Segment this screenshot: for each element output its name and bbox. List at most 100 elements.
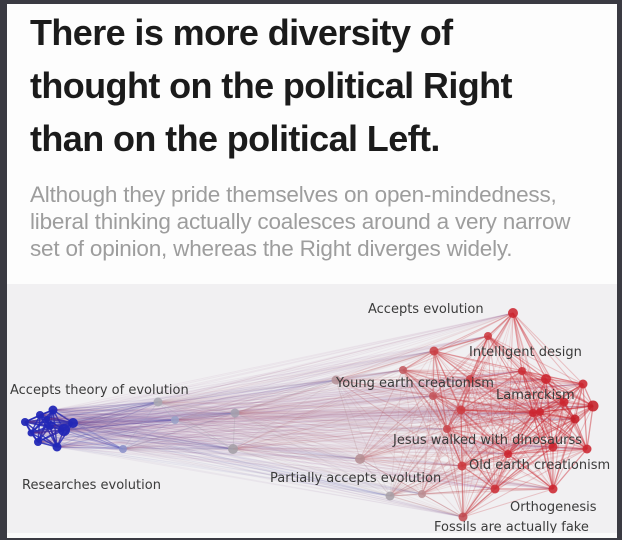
graph-edge (462, 488, 496, 518)
graph-edge (494, 370, 523, 490)
graph-edge (174, 312, 514, 421)
graph-edge (402, 369, 576, 420)
graph-edge (39, 414, 423, 495)
header-section: There is more diversity of thought on th… (7, 4, 617, 284)
graph-edge (24, 401, 565, 423)
graph-edge (487, 335, 541, 413)
graph-edge (122, 379, 337, 450)
graph-edge (232, 446, 554, 450)
graph-edge (39, 335, 489, 416)
graph-edge (494, 418, 576, 490)
graph-edge (52, 409, 496, 490)
graph-edge (446, 411, 541, 430)
graph-edge (122, 378, 547, 450)
graph-edge (39, 379, 337, 416)
graph-edge (122, 448, 509, 455)
graph-node (429, 346, 439, 356)
graph-edge (39, 395, 434, 416)
graph-edge (157, 401, 534, 414)
graph-edge (460, 378, 471, 411)
graph-edge (46, 369, 404, 420)
graph-edge (432, 395, 576, 420)
graph-edge (469, 378, 554, 448)
graph-edge (24, 418, 576, 423)
graph-edge (532, 383, 584, 414)
graph-edge (421, 412, 534, 495)
graph-edge (37, 418, 576, 443)
graph-edge (359, 458, 463, 467)
graph-edge (446, 428, 588, 450)
graph-edge (402, 369, 462, 411)
graph-edge (512, 312, 584, 385)
graph-edge (63, 395, 434, 431)
graph-edge (507, 378, 547, 455)
graph-edge (63, 428, 448, 431)
graph-edge (507, 411, 541, 455)
graph-edge (157, 312, 514, 403)
graph-edge (72, 422, 509, 455)
graph-edge (56, 395, 434, 448)
graph-edge (39, 412, 534, 416)
graph-edge (433, 350, 509, 455)
graph-edge (122, 448, 361, 460)
graph-edge (39, 411, 541, 416)
graph-edge (359, 428, 448, 460)
graph-node (399, 366, 407, 374)
graph-edge (359, 418, 576, 460)
graph-edge (432, 312, 514, 397)
graph-edge (539, 411, 554, 448)
graph-edge (37, 441, 496, 490)
graph-edge (402, 369, 523, 372)
graph-edge (487, 335, 565, 403)
graph-edge (432, 395, 565, 403)
graph-edge (52, 409, 588, 450)
graph-edge (56, 418, 576, 448)
graph-edge (122, 412, 236, 450)
graph-edge (39, 401, 159, 416)
graph-edge (432, 350, 435, 397)
graph-edge (46, 412, 534, 420)
graph-edge (157, 401, 554, 490)
graph-edge (37, 379, 337, 443)
graph-edge (446, 401, 565, 430)
graph-edge (56, 401, 565, 448)
graph-edge (234, 409, 462, 414)
graph-edge (462, 370, 523, 518)
graph-edge (234, 378, 547, 414)
graph-edge (157, 401, 496, 490)
graph-edge (63, 429, 509, 455)
graph-edge (494, 446, 554, 490)
graph-edge (421, 409, 462, 495)
graph-edge (63, 429, 464, 518)
graph-edge (122, 369, 404, 450)
graph-edge (234, 412, 423, 495)
graph-edge (359, 369, 404, 460)
graph-edge (72, 369, 404, 424)
graph-edge (446, 428, 509, 455)
graph-edge (402, 369, 554, 448)
graph-node (44, 416, 50, 422)
graph-edge (174, 369, 404, 421)
graph-edge (63, 378, 547, 431)
graph-edge (56, 446, 509, 455)
graph-edge (39, 414, 361, 460)
graph-edge (563, 401, 588, 450)
graph-edge (335, 379, 594, 407)
graph-edge (52, 409, 554, 448)
graph-edge (335, 379, 554, 448)
graph-edge (232, 448, 391, 497)
graph-edge (174, 419, 464, 518)
graph-edge (432, 395, 462, 411)
graph-edge (335, 335, 489, 381)
graph-edge (234, 412, 554, 448)
graph-edge (46, 395, 434, 420)
graph-edge (469, 378, 509, 455)
graph-edge (63, 379, 337, 431)
graph-node (429, 392, 437, 400)
graph-edge (52, 370, 523, 411)
graph-edge (402, 369, 509, 455)
graph-edge (487, 335, 594, 407)
graph-edge (421, 418, 576, 495)
graph-edge (157, 379, 337, 403)
graph-node (548, 484, 558, 494)
